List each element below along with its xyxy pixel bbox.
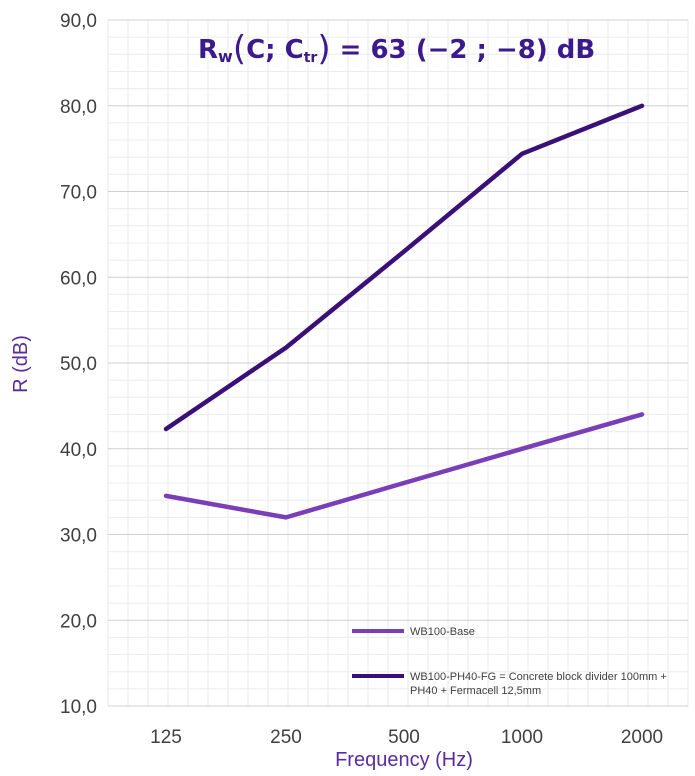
title-paren-close: ) [317, 29, 330, 69]
legend-label-series-2-line2: PH40 + Fermacell 12,5mm [410, 685, 541, 697]
title-r: R [198, 35, 218, 65]
y-tick-label: 70,0 [60, 183, 97, 204]
legend: WB100-Base WB100-PH40-FG = Concrete bloc… [352, 626, 670, 697]
title-terms: (−2 ; −8) [416, 35, 548, 65]
y-tick-label: 20,0 [60, 611, 97, 632]
x-axis-title: Frequency (Hz) [335, 749, 473, 771]
title-c-sub: tr [304, 50, 318, 66]
grid [107, 19, 689, 707]
legend-label-series-1: WB100-Base [410, 626, 475, 638]
title-c: C; C [246, 35, 304, 65]
legend-label-series-2-line1: WB100-PH40-FG = Concrete block divider 1… [410, 671, 667, 683]
x-tick-label: 125 [150, 727, 182, 748]
series-lines [163, 103, 645, 520]
y-axis-title: R (dB) [10, 335, 32, 393]
y-tick-label: 10,0 [60, 697, 97, 718]
y-axis-ticks: 10,0 20,0 30,0 40,0 50,0 60,0 70,0 80,0 90,0 [60, 11, 97, 718]
y-tick-label: 80,0 [60, 97, 97, 118]
title-value: = 63 [331, 35, 416, 65]
x-tick-label: 500 [388, 727, 420, 748]
title-r-sub: w [218, 47, 233, 66]
x-tick-label: 1000 [501, 727, 543, 748]
series-line-1 [163, 412, 645, 520]
legend-label-series-2: WB100-PH40-FG = Concrete block divider 1… [410, 671, 670, 697]
y-tick-label: 30,0 [60, 526, 97, 547]
title-paren-open: ( [233, 29, 246, 69]
y-tick-label: 60,0 [60, 268, 97, 289]
chart-title: Rw(C; Ctr) = 63 (−2 ; −8) dB [198, 29, 595, 69]
series-line-2 [163, 103, 645, 432]
x-tick-label: 250 [270, 727, 302, 748]
title-unit: dB [548, 35, 595, 65]
y-tick-label: 40,0 [60, 440, 97, 461]
x-axis-ticks: 125 250 500 1000 2000 [150, 727, 663, 748]
y-tick-label: 90,0 [60, 11, 97, 32]
x-tick-label: 2000 [621, 727, 663, 748]
y-tick-label: 50,0 [60, 354, 97, 375]
